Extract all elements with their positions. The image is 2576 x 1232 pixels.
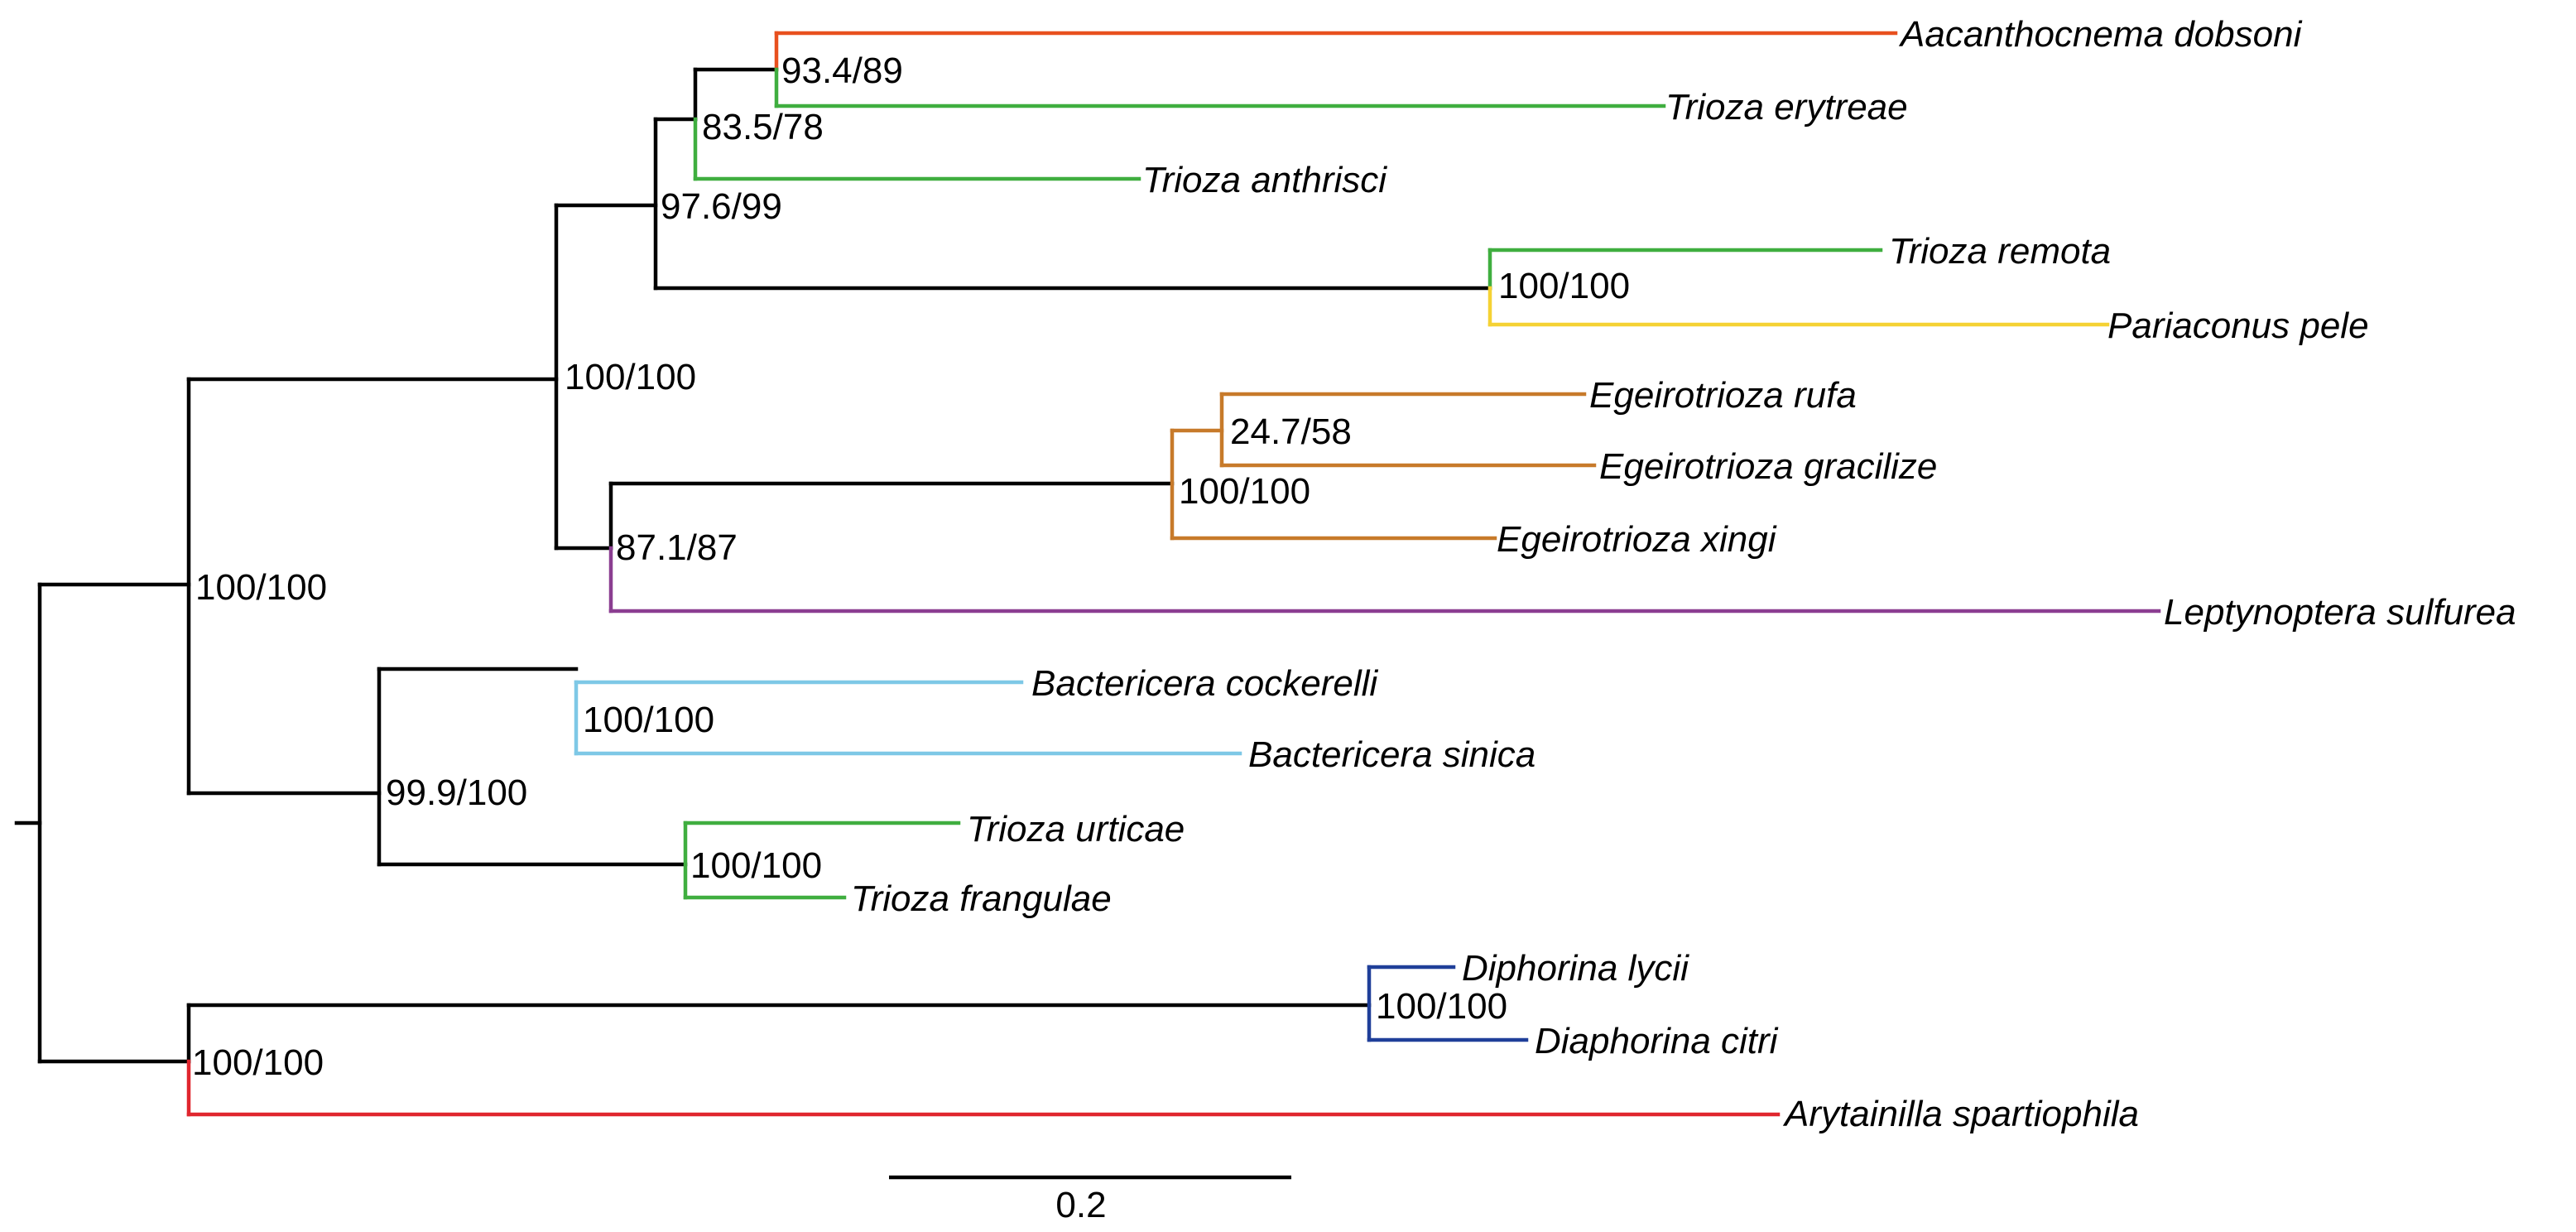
support-plus-remota-pele: 97.6/99 bbox=[661, 186, 782, 227]
support-rufa-gracilize: 24.7/58 bbox=[1230, 411, 1352, 452]
support-aacanthocnema-erytreae: 93.4/89 bbox=[781, 51, 903, 91]
taxon-trioza-frangulae: Trioza frangulae bbox=[851, 878, 1112, 919]
taxon-arytainilla-spartiophila: Arytainilla spartiophila bbox=[1782, 1094, 2139, 1134]
support-triozidae: 100/100 bbox=[195, 567, 327, 608]
taxon-leptynoptera-sulfurea: Leptynoptera sulfurea bbox=[2164, 592, 2516, 633]
support-outgroup: 100/100 bbox=[192, 1042, 324, 1083]
taxon-egeirotrioza-rufa: Egeirotrioza rufa bbox=[1589, 375, 1857, 416]
support-bactericera-urticae: 99.9/100 bbox=[386, 772, 527, 813]
taxon-aacanthocnema-dobsoni: Aacanthocnema dobsoni bbox=[1898, 14, 2303, 55]
taxon-diaphorina-citri: Diaphorina citri bbox=[1535, 1021, 1779, 1061]
tree-branches bbox=[14, 31, 2161, 1117]
taxon-labels: Aacanthocnema dobsoni Trioza erytreae Tr… bbox=[851, 14, 2516, 1134]
taxon-bactericera-cockerelli: Bactericera cockerelli bbox=[1031, 663, 1378, 704]
taxon-trioza-erytreae: Trioza erytreae bbox=[1665, 87, 1908, 128]
support-values: 93.4/89 83.5/78 97.6/99 100/100 100/100 … bbox=[192, 51, 1630, 1083]
scale-bar: 0.2 bbox=[889, 1175, 1291, 1225]
taxon-bactericera-sinica: Bactericera sinica bbox=[1248, 734, 1536, 775]
taxon-trioza-remota: Trioza remota bbox=[1889, 231, 2111, 272]
support-urticae-frangulae: 100/100 bbox=[690, 845, 822, 886]
support-diaphorina: 100/100 bbox=[1376, 986, 1507, 1027]
taxon-pariaconus-pele: Pariaconus pele bbox=[2107, 306, 2369, 346]
taxon-trioza-urticae: Trioza urticae bbox=[967, 809, 1185, 849]
support-bactericera: 100/100 bbox=[583, 700, 714, 740]
support-plus-anthrisci: 83.5/78 bbox=[702, 107, 824, 147]
taxon-egeirotrioza-gracilize: Egeirotrioza gracilize bbox=[1599, 446, 1937, 487]
taxon-diphorina-lycii: Diphorina lycii bbox=[1462, 948, 1689, 989]
scale-bar-label: 0.2 bbox=[1055, 1185, 1106, 1225]
support-egeirotrioza-leptynoptera: 87.1/87 bbox=[616, 527, 738, 568]
support-remota-pele: 100/100 bbox=[1498, 266, 1630, 306]
taxon-trioza-anthrisci: Trioza anthrisci bbox=[1142, 160, 1387, 200]
support-egeirotrioza: 100/100 bbox=[1179, 471, 1310, 512]
support-upper-trioza-clade: 100/100 bbox=[565, 357, 696, 397]
taxon-egeirotrioza-xingi: Egeirotrioza xingi bbox=[1497, 519, 1777, 560]
